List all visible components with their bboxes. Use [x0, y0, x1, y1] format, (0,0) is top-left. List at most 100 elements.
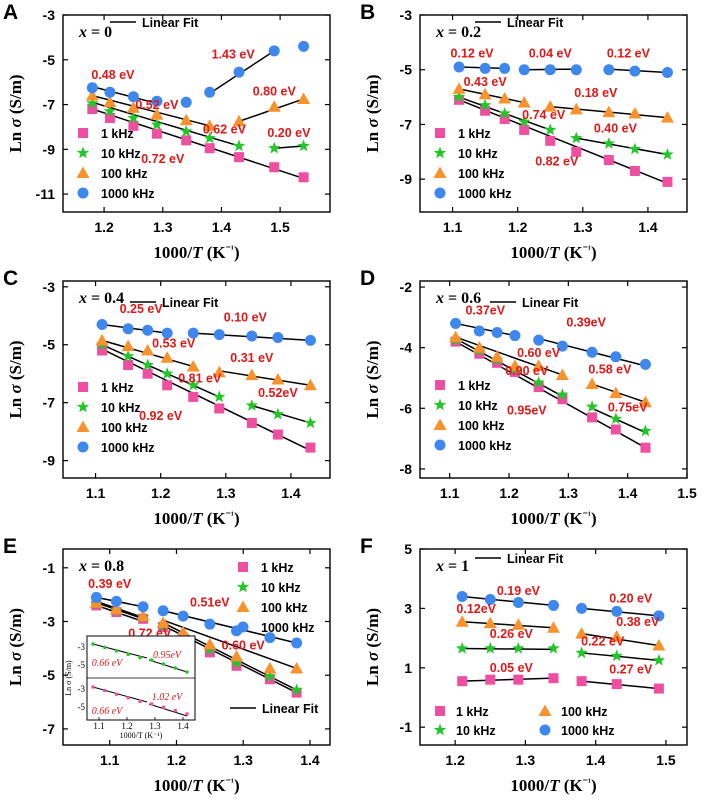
- data-point-1-khz: [142, 368, 153, 379]
- data-point-1-khz: [123, 360, 134, 371]
- fit-line: [462, 647, 554, 651]
- data-point-100-khz: [638, 395, 652, 408]
- data-point-1000-khz: [187, 327, 199, 339]
- inset-data-point: [114, 692, 119, 696]
- inset-data-point: [149, 658, 154, 662]
- composition-label-part: = 0: [87, 24, 112, 41]
- data-point-100-khz: [160, 351, 174, 363]
- composition-label-part: x: [78, 290, 87, 307]
- activation-energy-label: 0.22 eV: [581, 635, 625, 649]
- fit-line: [462, 621, 554, 629]
- activation-energy-label: 0.60 eV: [222, 639, 266, 653]
- data-point-1000-khz: [264, 632, 276, 644]
- x-axis-label-part: 1000/: [153, 243, 192, 262]
- activation-energy-label: 0.80 eV: [253, 85, 297, 99]
- data-point-100-khz: [303, 378, 317, 391]
- y-tick-label: -7: [400, 116, 413, 132]
- x-tick-label: 1.4: [300, 752, 320, 768]
- data-point-100-khz: [585, 377, 599, 390]
- fit-line: [576, 137, 668, 156]
- legend-label: 1000 kHz: [101, 441, 155, 455]
- data-point-1000-khz: [603, 64, 615, 76]
- data-point-100-khz: [472, 341, 486, 353]
- y-tick-label: -5: [43, 667, 56, 683]
- data-point-10-khz: [230, 656, 243, 669]
- plot-frame: [62, 14, 331, 213]
- activation-energy-label: 0.52 eV: [135, 98, 179, 112]
- data-point-100-khz: [150, 108, 164, 120]
- legend-marker: [76, 166, 90, 178]
- data-point-10-khz: [532, 376, 545, 388]
- data-point-1-khz: [454, 94, 465, 105]
- x-axis-label-part: ): [234, 509, 240, 528]
- data-point-1000-khz: [456, 591, 468, 603]
- data-point-1000-khz: [151, 95, 163, 107]
- activation-energy-label: 0.60 eV: [517, 346, 561, 360]
- fit-line: [591, 407, 646, 434]
- activation-energy-label: 0.18 eV: [574, 86, 618, 100]
- composition-label-part: = 0.2: [444, 24, 481, 41]
- activation-energy-label: 0.53 eV: [152, 337, 196, 351]
- data-point-100-khz: [109, 602, 123, 615]
- fit-line: [101, 323, 168, 334]
- data-point-1-khz: [214, 403, 225, 414]
- x-axis-label-part: ⁻¹: [583, 510, 591, 521]
- data-point-100-khz: [569, 102, 583, 115]
- activation-energy-label: 0.75eV: [608, 400, 648, 414]
- x-axis-label-part: (K: [560, 776, 584, 795]
- data-point-1-khz: [87, 104, 98, 115]
- data-point-1000-khz: [610, 351, 622, 363]
- fit-line: [458, 88, 525, 104]
- inset-fit-line: [92, 643, 148, 659]
- data-point-1000-khz: [653, 610, 665, 622]
- data-point-100-khz: [271, 373, 285, 385]
- x-tick-label: 1.4: [638, 219, 658, 235]
- data-point-10-khz: [180, 124, 193, 137]
- plot-frame: [62, 280, 331, 479]
- x-axis-label-part: ⁻¹: [583, 244, 591, 255]
- activation-energy-label: 0.27 eV: [609, 663, 653, 677]
- inset-data-point: [161, 705, 166, 709]
- x-axis-label-part: T: [192, 243, 203, 262]
- fit-line: [162, 619, 297, 670]
- data-point-1-khz: [97, 345, 108, 356]
- data-point-1-khz: [492, 357, 503, 368]
- data-point-1-khz: [480, 105, 491, 116]
- data-point-1000-khz: [548, 599, 559, 611]
- panel-B: B 1.1 1.2 1.3 1.4 -3 -5 -7 -9 1000/T (K⁻¹) Ln σ (S…: [360, 1, 688, 262]
- data-point-10-khz: [518, 115, 531, 127]
- data-point-1-khz: [653, 683, 664, 694]
- legend-marker: [76, 400, 90, 413]
- x-tick-label: 1.3: [559, 485, 579, 501]
- data-point-10-khz: [628, 142, 642, 155]
- data-point-1-khz: [104, 112, 115, 123]
- composition-label: x = 1: [435, 558, 469, 575]
- data-point-100-khz: [547, 621, 560, 633]
- x-tick-label: 1.5: [656, 752, 676, 768]
- legend-label: 100 kHz: [101, 421, 148, 435]
- composition-label-part: x: [435, 24, 444, 41]
- y-tick-label: -5: [43, 337, 56, 353]
- data-point-10-khz: [127, 111, 140, 124]
- data-point-1-khz: [272, 429, 283, 440]
- linear-fit-legend-label: Linear Fit: [507, 552, 564, 566]
- panel-label: D: [360, 267, 375, 290]
- data-point-100-khz: [628, 107, 642, 119]
- data-point-1-khz: [557, 394, 568, 405]
- y-tick-label: -4: [400, 340, 413, 356]
- y-axis-label-part: σ: [363, 118, 382, 128]
- x-axis-label: 1000/T (K⁻¹): [510, 243, 596, 262]
- inset-plot: 1.1 1.2 1.3 1.4 -3 -5 -3 -5 1000/T (K⁻¹) Ln σ (S/…: [64, 635, 196, 740]
- data-point-1-khz: [269, 162, 280, 173]
- data-point-1000-khz: [611, 605, 623, 617]
- data-point-1000-khz: [473, 325, 485, 337]
- plot-frame: [419, 280, 688, 479]
- data-point-100-khz: [609, 386, 623, 399]
- data-point-100-khz: [555, 368, 569, 380]
- data-point-1-khz: [513, 674, 524, 685]
- x-axis-label-part: ): [591, 509, 597, 528]
- inset-x-axis-label: 1000/T (K⁻¹): [120, 731, 163, 740]
- inset-data-point: [138, 655, 142, 660]
- composition-label: x = 0.6: [435, 290, 481, 307]
- data-point-1-khz: [298, 172, 309, 183]
